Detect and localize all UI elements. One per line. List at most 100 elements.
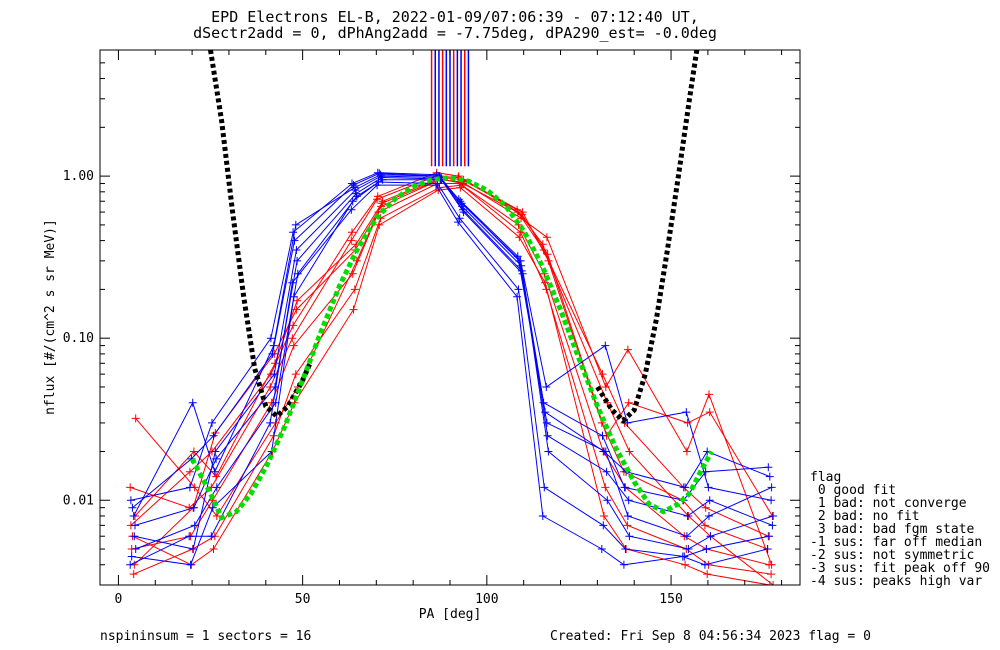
- series-point: [375, 220, 384, 229]
- y-tick-label: 1.00: [63, 169, 94, 184]
- series-point: [289, 321, 298, 330]
- series-point: [268, 349, 277, 358]
- series-point: [601, 341, 610, 350]
- envelope-curve: [208, 50, 313, 420]
- series-point: [705, 512, 713, 520]
- legend-item: -4 sus: peaks high var: [810, 574, 982, 589]
- series-point: [377, 173, 386, 182]
- series-point: [189, 447, 198, 456]
- series-point: [600, 512, 608, 520]
- series-point: [212, 483, 221, 492]
- series-point: [705, 496, 714, 505]
- series-line: [130, 172, 769, 537]
- series-point: [189, 503, 198, 512]
- x-tick-label: 150: [659, 592, 682, 607]
- series-point: [684, 545, 693, 553]
- series-point: [434, 186, 443, 195]
- series-point: [373, 195, 382, 204]
- series-point: [603, 496, 612, 505]
- series-point: [289, 228, 298, 237]
- series-point: [601, 383, 610, 391]
- series-point: [190, 521, 199, 530]
- envelope-curve: [595, 50, 700, 425]
- series-point: [682, 408, 691, 417]
- series-point: [189, 545, 198, 553]
- series-point: [291, 220, 300, 229]
- series-point: [765, 472, 774, 481]
- series-point: [514, 285, 523, 294]
- series-point: [292, 246, 301, 254]
- series-point: [517, 210, 526, 219]
- series-point: [211, 447, 220, 456]
- series-point: [456, 197, 465, 206]
- series-point: [683, 512, 692, 520]
- series-point: [347, 236, 356, 245]
- series-point: [293, 256, 302, 265]
- series-point: [705, 390, 713, 399]
- series-point: [131, 414, 140, 423]
- series-point: [377, 199, 386, 208]
- series-point: [621, 545, 630, 553]
- series-point: [619, 560, 628, 569]
- series-line: [132, 172, 770, 509]
- axes-layer: 0 50 100 150 0.01 0.10 1.00: [63, 49, 800, 607]
- series-point: [458, 205, 467, 214]
- series-line: [131, 181, 770, 566]
- series-point: [678, 552, 687, 561]
- series-point: [293, 296, 302, 305]
- series-point: [765, 532, 774, 541]
- series-point: [601, 483, 610, 492]
- series-point: [701, 467, 710, 476]
- series-point: [289, 341, 298, 350]
- series-point: [597, 545, 606, 553]
- x-axis-label: PA [deg]: [419, 607, 482, 622]
- legend-item: -2 sus: not symmetric: [810, 548, 974, 563]
- series-point: [624, 496, 633, 505]
- series-point: [126, 560, 135, 569]
- title-line-2: dSectr2add = 0, dPhAng2add = -7.75deg, d…: [193, 24, 717, 42]
- series-point: [349, 181, 358, 190]
- series-point: [623, 512, 632, 520]
- series-point: [681, 560, 690, 569]
- series-line: [133, 174, 772, 517]
- series-point: [212, 454, 221, 463]
- series-point: [765, 560, 774, 569]
- series-point: [127, 552, 136, 561]
- series-point: [598, 431, 607, 440]
- y-tick-label: 0.01: [63, 493, 94, 508]
- series-point: [291, 370, 300, 379]
- series-point: [131, 521, 139, 530]
- series-point: [126, 496, 135, 505]
- series-point: [704, 483, 713, 492]
- series-point: [456, 183, 465, 192]
- series-point: [763, 545, 772, 553]
- series-point: [701, 503, 710, 512]
- footer-left: nspininsum = 1 sectors = 16: [100, 629, 311, 644]
- series-point: [620, 483, 629, 492]
- series-point: [542, 233, 551, 242]
- x-tick-label: 50: [295, 592, 311, 607]
- series-point: [288, 278, 297, 287]
- series-point: [454, 218, 463, 227]
- series-point: [599, 521, 608, 530]
- series-point: [209, 431, 218, 440]
- series-point: [208, 418, 216, 427]
- legend-item: 2 bad: no fit: [810, 509, 920, 524]
- series-point: [347, 205, 356, 214]
- series-point: [288, 334, 297, 343]
- series-point: [271, 383, 279, 391]
- title-line-1: EPD Electrons EL-B, 2022-01-09/07:06:39 …: [211, 8, 699, 26]
- series-point: [624, 398, 633, 407]
- series-point: [625, 532, 634, 541]
- series-point: [683, 418, 692, 427]
- series-line: [134, 175, 772, 550]
- series-point: [767, 570, 776, 579]
- series-point: [128, 503, 137, 512]
- series-line: [133, 184, 772, 575]
- series-point: [769, 581, 778, 585]
- series-point: [129, 570, 138, 579]
- series-point: [541, 408, 550, 417]
- series-point: [623, 345, 632, 354]
- series-point: [266, 334, 275, 343]
- series-point: [543, 431, 552, 440]
